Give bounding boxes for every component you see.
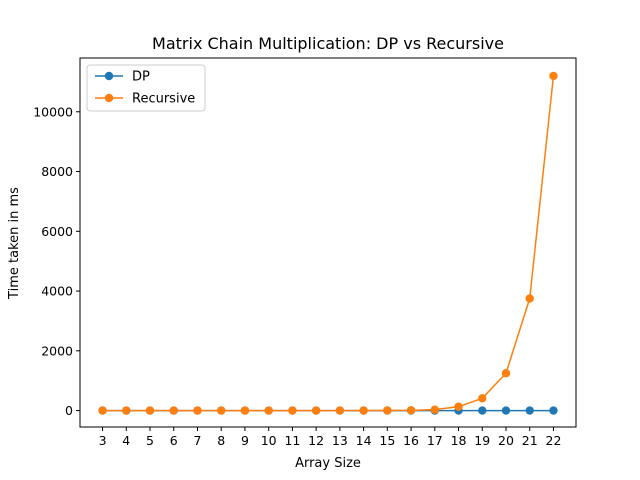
legend-label-recursive: Recursive [132, 92, 195, 107]
x-tick-label: 22 [546, 433, 562, 448]
x-tick-label: 13 [332, 433, 348, 448]
data-point-recursive [549, 71, 558, 81]
data-point-recursive [383, 406, 392, 415]
x-tick-label: 10 [261, 433, 277, 448]
data-point-dp [525, 406, 534, 415]
data-point-recursive [406, 406, 416, 415]
x-tick-label: 11 [284, 433, 300, 448]
y-tick-label: 6000 [41, 224, 73, 239]
data-point-recursive [430, 405, 439, 414]
x-tick-label: 6 [170, 433, 178, 448]
legend-marker-dp [104, 71, 114, 81]
legend-label-dp: DP [132, 70, 150, 85]
x-tick-label: 16 [403, 433, 419, 448]
x-tick-label: 4 [122, 433, 130, 448]
x-axis-label: Array Size [295, 456, 361, 471]
data-point-dp [501, 406, 511, 415]
data-point-recursive [264, 406, 273, 415]
data-point-recursive [240, 406, 250, 415]
legend-marker-recursive [104, 93, 114, 103]
x-tick-label: 8 [217, 433, 225, 448]
chart-title: Matrix Chain Multiplication: DP vs Recur… [152, 34, 504, 53]
data-point-recursive [122, 406, 131, 415]
y-tick-label: 2000 [41, 343, 73, 358]
x-tick-label: 17 [427, 433, 443, 448]
x-tick-label: 9 [241, 433, 249, 448]
y-tick-label: 8000 [41, 164, 73, 179]
data-point-recursive [525, 294, 534, 303]
x-tick-label: 20 [498, 433, 514, 448]
data-point-recursive [311, 406, 321, 415]
x-tick-label: 12 [308, 433, 324, 448]
data-point-recursive [288, 406, 297, 415]
x-tick-label: 21 [522, 433, 538, 448]
y-tick-label: 4000 [41, 284, 73, 299]
y-axis-label: Time taken in ms [7, 187, 22, 300]
data-point-recursive [169, 406, 178, 415]
x-tick-label: 7 [193, 433, 201, 448]
x-tick-label: 15 [379, 433, 395, 448]
x-tick-label: 19 [474, 433, 490, 448]
data-point-recursive [454, 402, 463, 411]
data-point-recursive [478, 394, 487, 403]
data-point-dp [549, 406, 558, 415]
data-point-recursive [359, 406, 368, 415]
data-point-dp [478, 406, 487, 415]
data-point-recursive [217, 406, 226, 415]
x-tick-label: 5 [146, 433, 154, 448]
y-tick-label: 10000 [33, 104, 73, 119]
y-tick-label: 0 [65, 403, 73, 418]
x-tick-label: 3 [99, 433, 107, 448]
data-point-recursive [335, 406, 345, 415]
data-point-recursive [145, 406, 155, 415]
x-tick-label: 14 [356, 433, 372, 448]
axes-frame [79, 57, 577, 428]
data-point-recursive [501, 369, 511, 378]
data-point-recursive [98, 406, 107, 415]
plot-area: 3 4 5 6 7 8 9 10 11 12 13 14 15 16 17 18 19 20 21 22 0 2000 40… [33, 57, 577, 448]
x-tick-label: 18 [451, 433, 467, 448]
data-point-recursive [193, 406, 202, 415]
